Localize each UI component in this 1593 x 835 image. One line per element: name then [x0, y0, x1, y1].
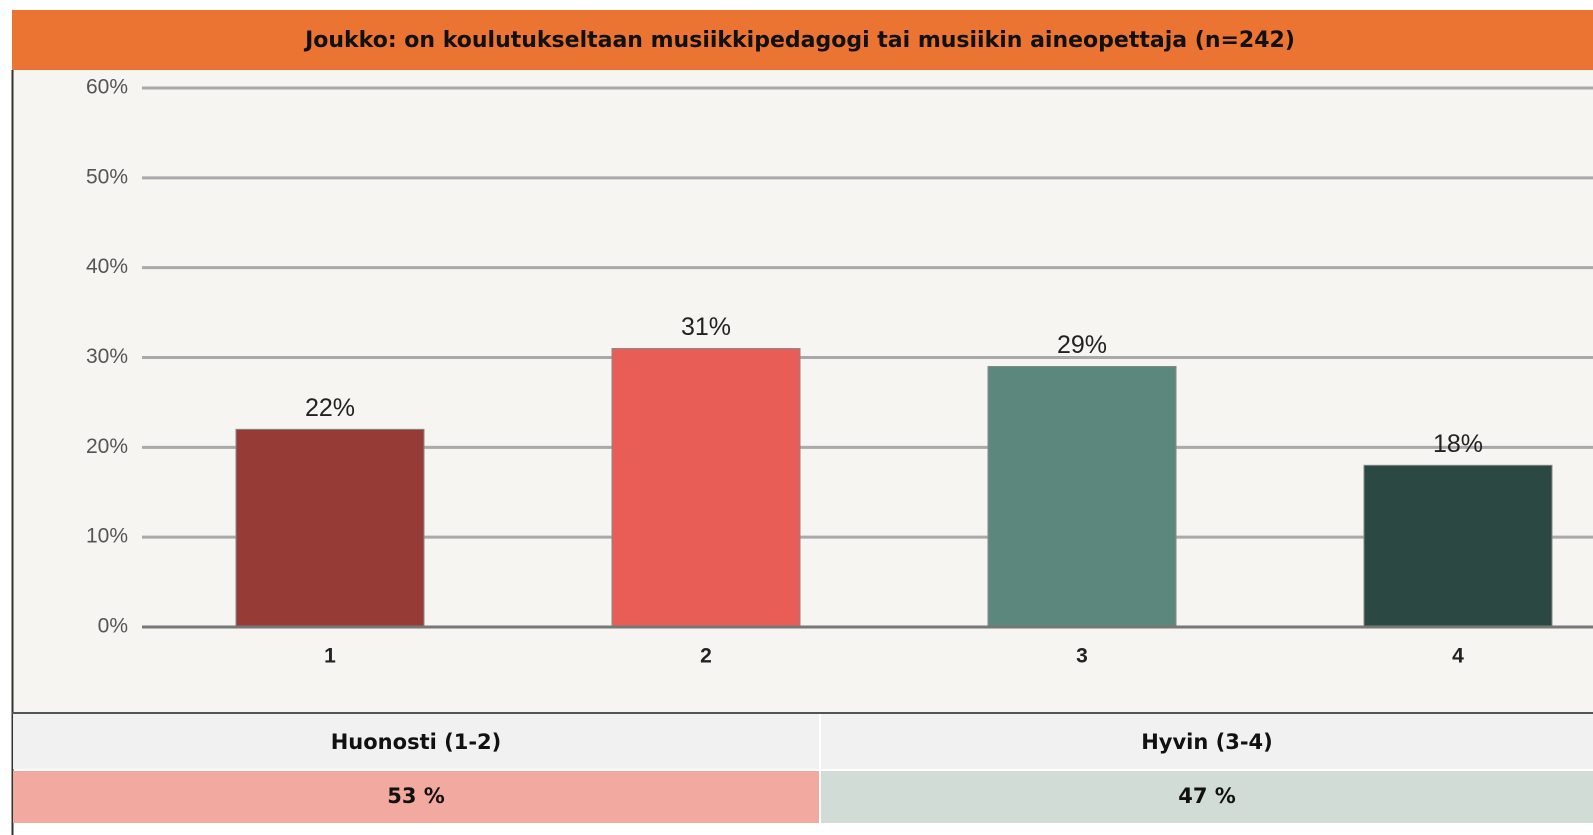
table-header-cell	[13, 713, 819, 769]
bar	[235, 428, 425, 628]
data-label: 22%	[305, 394, 355, 422]
table-header-cell	[821, 713, 1593, 769]
data-label: 29%	[1057, 331, 1107, 359]
x-tick-label: 3	[1076, 645, 1088, 668]
y-tick-label: 60%	[86, 76, 128, 99]
title-bar	[12, 10, 1593, 70]
data-label: 31%	[681, 313, 731, 341]
x-tick-label: 4	[1452, 645, 1464, 668]
table-cell	[13, 771, 819, 823]
chart-title: Joukko: on koulutukseltaan musiikkipedag…	[303, 28, 1295, 53]
y-tick-label: 10%	[86, 525, 128, 548]
table-header: Hyvin (3-4)	[1141, 730, 1273, 754]
y-tick-label: 50%	[86, 165, 128, 188]
table-header: Huonosti (1-2)	[331, 730, 502, 754]
data-label: 18%	[1433, 430, 1483, 458]
table-value: 47 %	[1178, 784, 1236, 808]
y-tick-label: 20%	[86, 435, 128, 458]
y-tick-label: 40%	[86, 255, 128, 278]
y-tick-label: 30%	[86, 345, 128, 368]
x-tick-label: 2	[700, 645, 712, 668]
y-tick-label: 0%	[98, 615, 128, 638]
bar	[1363, 464, 1553, 628]
bar	[987, 365, 1177, 628]
x-tick-label: 1	[324, 645, 336, 668]
table-value: 53 %	[387, 784, 445, 808]
bar	[611, 348, 801, 628]
table-cell	[821, 771, 1593, 823]
